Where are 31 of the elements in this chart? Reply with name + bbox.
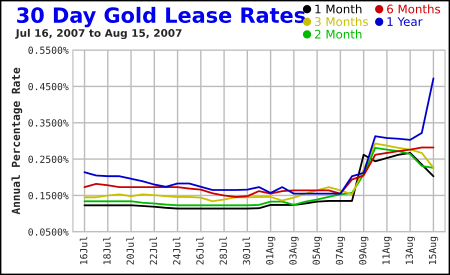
x-tick-label: 28Jul xyxy=(219,236,227,265)
line-series xyxy=(84,78,434,195)
y-tick-label: 0.3500% xyxy=(28,119,69,127)
legend-label: 3 Months xyxy=(315,16,368,26)
x-tick-label: 15Aug xyxy=(428,236,438,264)
y-tick-label: 0.0500% xyxy=(28,228,69,236)
x-tick-label: 20Jul xyxy=(126,236,134,265)
x-tick-label: 16Jul xyxy=(80,236,88,264)
x-tick-label: 30Jul xyxy=(242,236,250,265)
x-tick-label: 01Aug xyxy=(266,236,276,265)
chart-title: 30 Day Gold Lease Rates xyxy=(17,6,306,28)
legend-label: 2 Month xyxy=(314,30,362,39)
y-tick-label: 0.2500% xyxy=(28,156,69,163)
x-tick-label: 26Jul xyxy=(196,236,204,265)
x-tick-label: 24Jul xyxy=(172,236,180,265)
x-tick-label: 07Aug xyxy=(336,236,346,265)
x-tick-label: 13Aug xyxy=(406,236,415,264)
x-tick-label: 11Aug xyxy=(382,236,392,264)
y-tick-label: 0.5500% xyxy=(28,46,69,54)
x-tick-label: 05Aug xyxy=(312,236,322,265)
legend-label: 1 Month xyxy=(315,4,362,14)
x-tick-label: 09Aug xyxy=(359,236,368,265)
legend-label: 1 Year xyxy=(388,17,423,26)
y-tick-label: 0.1500% xyxy=(28,192,69,200)
x-tick-label: 03Aug xyxy=(289,236,299,265)
y-tick-label: 0.4500% xyxy=(28,82,69,90)
y-axis-title: Annual Percentage Rate xyxy=(11,68,22,214)
legend-label: 6 Months xyxy=(387,4,440,14)
x-tick-label: 22Jul xyxy=(150,236,158,265)
chart-subtitle: Jul 16, 2007 to Aug 15, 2007 xyxy=(15,28,182,40)
x-tick-label: 18Jul xyxy=(103,236,111,264)
